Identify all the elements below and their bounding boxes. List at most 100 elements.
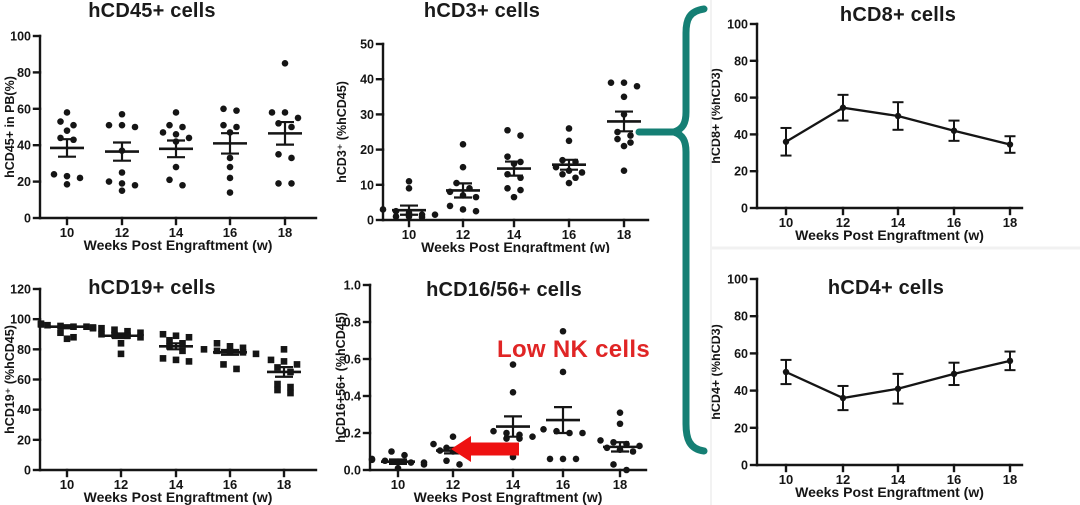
data-point bbox=[616, 409, 624, 416]
data-point bbox=[627, 139, 634, 146]
data-point bbox=[418, 213, 426, 221]
y-tick-label: 80 bbox=[17, 66, 31, 80]
chart-title-hcd16-56: hCD16/56+ cells bbox=[426, 279, 582, 301]
y-tick-label: 1.0 bbox=[344, 279, 361, 293]
data-point bbox=[172, 163, 180, 171]
data-point bbox=[220, 361, 227, 368]
data-point bbox=[117, 340, 125, 347]
data-point bbox=[239, 349, 247, 356]
y-tick-label: 100 bbox=[727, 18, 748, 32]
data-point bbox=[449, 433, 457, 440]
data-point bbox=[449, 448, 457, 455]
data-point bbox=[213, 347, 221, 355]
chart-title-hcd19: hCD19+ cells bbox=[88, 277, 216, 299]
data-point bbox=[213, 340, 221, 347]
data-point bbox=[105, 178, 113, 185]
data-point bbox=[83, 323, 90, 331]
data-point bbox=[70, 333, 77, 341]
data-point bbox=[185, 333, 193, 341]
data-point bbox=[274, 386, 281, 394]
y-tick-label: 60 bbox=[734, 91, 748, 105]
data-point bbox=[368, 456, 376, 464]
chart-hcd4: hCD4+ cells 0 20 40 60 80 100 10 12 14 16 18 Weeks … bbox=[700, 255, 1080, 505]
data-series bbox=[780, 93, 1016, 157]
data-point bbox=[420, 461, 428, 468]
axes bbox=[749, 277, 1024, 473]
data-point bbox=[782, 138, 790, 145]
y-tick-label: 60 bbox=[17, 373, 31, 387]
data-point bbox=[509, 361, 517, 368]
data-point bbox=[472, 193, 480, 201]
axis-labels: 0 20 40 60 80 100 10 12 14 16 18 Weeks Post Engraft… bbox=[709, 18, 1017, 244]
data-point bbox=[517, 174, 524, 182]
x-tick-label: 18 bbox=[617, 227, 631, 242]
data-point bbox=[566, 429, 573, 437]
y-tick-label: 10 bbox=[360, 178, 374, 192]
y-tick-label: 40 bbox=[17, 403, 31, 417]
data-point bbox=[172, 130, 180, 138]
data-point bbox=[274, 380, 281, 388]
data-point bbox=[172, 109, 180, 116]
mean-sem bbox=[104, 332, 138, 340]
data-point bbox=[453, 179, 460, 187]
data-point bbox=[456, 461, 463, 468]
data-point bbox=[226, 154, 234, 162]
data-point bbox=[578, 169, 586, 176]
data-point bbox=[459, 163, 467, 171]
data-point bbox=[89, 324, 97, 332]
data-point bbox=[504, 153, 511, 160]
axis-labels: 0 20 40 60 80 100 10 12 14 16 18 Weeks Post Engraft… bbox=[709, 273, 1017, 501]
x-tick-label: 10 bbox=[779, 215, 793, 230]
data-point bbox=[159, 330, 167, 338]
data-point bbox=[57, 134, 64, 142]
mean-sem bbox=[546, 406, 580, 435]
data-point bbox=[137, 333, 144, 341]
data-point bbox=[166, 336, 173, 344]
plot-hcd8: 0 20 40 60 80 100 10 12 14 16 18 Weeks Post Engraft… bbox=[709, 18, 1024, 244]
data-point bbox=[509, 453, 517, 461]
y-tick-label: 30 bbox=[360, 108, 374, 122]
x-tick-label: 10 bbox=[779, 472, 793, 487]
data-series bbox=[50, 60, 302, 196]
axis-labels: 0 20 40 60 80 100 120 10 12 14 16 18 Weeks Post Engr… bbox=[3, 283, 291, 505]
y-tick-label: 80 bbox=[734, 310, 748, 324]
data-point bbox=[509, 389, 517, 396]
plot-hcd3: 0 10 20 30 40 50 10 12 14 16 18 Weeks Post Engraftm… bbox=[335, 38, 650, 254]
chart-hcd3: hCD3+ cells 0 10 20 30 40 50 10 12 14 16 18 Weeks P… bbox=[330, 0, 670, 253]
data-point bbox=[118, 110, 126, 118]
data-point bbox=[517, 158, 524, 166]
x-tick-label: 18 bbox=[277, 477, 291, 492]
x-tick-label: 14 bbox=[169, 477, 184, 492]
data-point bbox=[565, 125, 573, 132]
data-point bbox=[50, 171, 58, 178]
data-point bbox=[287, 368, 294, 376]
data-point bbox=[105, 121, 113, 129]
data-point bbox=[159, 355, 167, 362]
data-point bbox=[950, 127, 958, 134]
data-point bbox=[267, 356, 275, 364]
data-point bbox=[226, 189, 234, 196]
data-point bbox=[431, 211, 439, 219]
x-tick-label: 14 bbox=[891, 215, 906, 230]
data-point bbox=[185, 134, 193, 142]
data-point bbox=[504, 126, 511, 134]
data-point bbox=[220, 121, 227, 129]
data-point bbox=[44, 321, 51, 329]
data-point bbox=[381, 457, 389, 465]
data-point bbox=[76, 174, 84, 182]
y-tick-label: 20 bbox=[734, 421, 748, 435]
axis-labels: 0 10 20 30 40 50 10 12 14 16 18 Weeks Post Engraftm… bbox=[335, 38, 631, 254]
y-tick-label: 60 bbox=[734, 347, 748, 361]
data-point bbox=[1006, 141, 1014, 148]
x-tick-label: 10 bbox=[60, 225, 74, 240]
x-axis-title: Weeks Post Engraftment (w) bbox=[421, 239, 610, 253]
y-tick-label: 0.0 bbox=[344, 464, 361, 478]
data-series bbox=[780, 350, 1016, 412]
data-point bbox=[392, 213, 400, 220]
y-tick-label: 40 bbox=[17, 139, 31, 153]
x-tick-label: 12 bbox=[836, 472, 850, 487]
data-point bbox=[559, 327, 567, 335]
data-point bbox=[172, 356, 180, 364]
data-point bbox=[281, 60, 289, 67]
y-tick-label: 20 bbox=[360, 143, 374, 157]
